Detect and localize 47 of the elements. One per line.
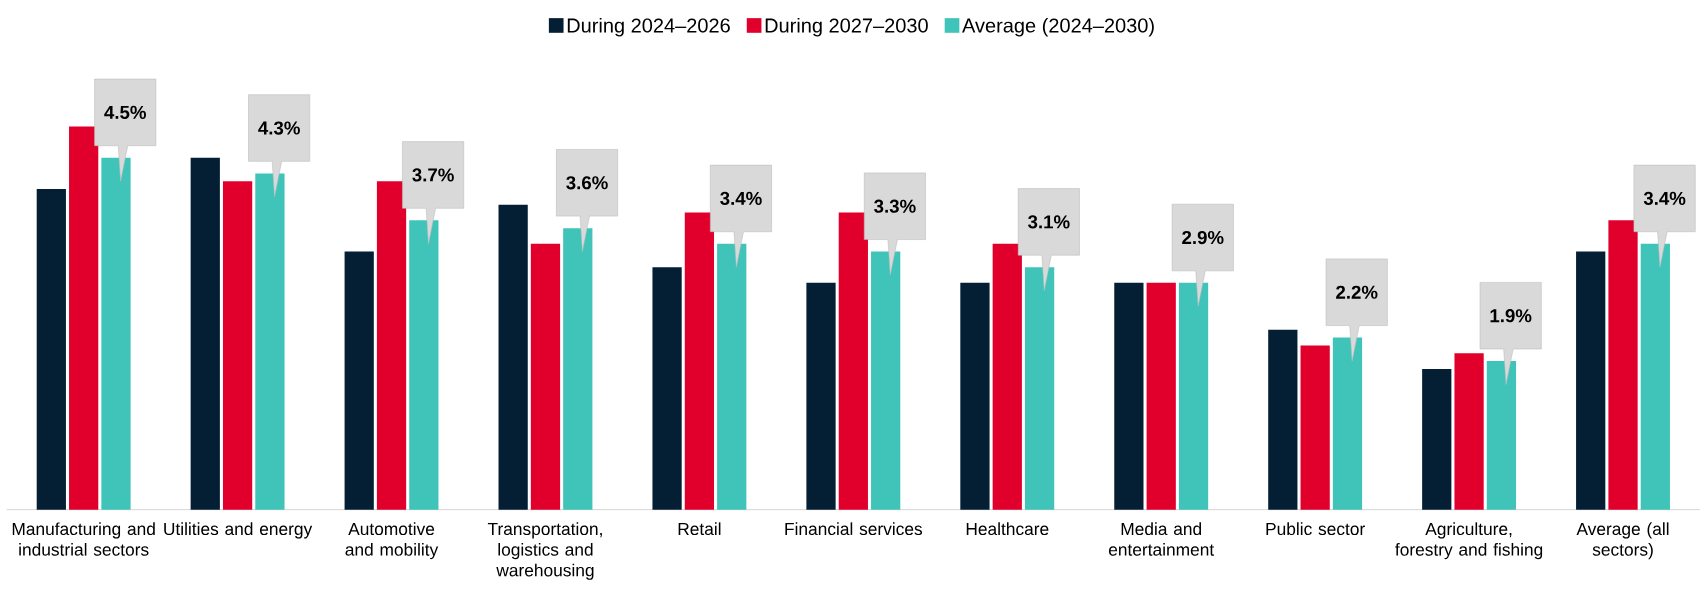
data-label: 2.9% (1182, 230, 1224, 245)
data-label: 3.6% (566, 176, 608, 190)
data-label: 1.9% (1490, 309, 1532, 323)
bar (376, 181, 407, 510)
data-label: 3.4% (720, 191, 762, 206)
bar (498, 204, 528, 510)
data-label: 2.2% (1336, 285, 1378, 299)
data-label: 3.3% (874, 199, 916, 213)
bar (960, 282, 990, 510)
bar (69, 126, 99, 510)
bar (652, 267, 682, 510)
x-tick-label: Healthcare (966, 522, 1049, 536)
bar (36, 189, 66, 510)
x-tick-label: Manufacturing and industrial sectors (12, 522, 155, 556)
bar (1576, 251, 1606, 510)
bar (1146, 282, 1176, 510)
x-tick-label: Retail (678, 522, 721, 536)
bar (1454, 353, 1484, 510)
bar (806, 282, 836, 510)
data-label: 4.5% (104, 105, 146, 119)
bar (838, 212, 868, 510)
x-tick-label: Media and entertainment (1108, 522, 1215, 556)
x-tick-label: Agriculture, forestry and fishing (1395, 522, 1543, 560)
bar (1268, 329, 1298, 510)
x-tick-label: Financial services (785, 522, 923, 536)
x-tick-label: Transportation, logistics and warehousing (487, 522, 602, 580)
bar (992, 243, 1022, 510)
bar (344, 251, 374, 510)
data-label: 4.3% (258, 121, 300, 135)
bar (1114, 282, 1144, 510)
bar (190, 157, 220, 510)
data-label: 3.4% (1643, 191, 1686, 206)
bar (1608, 220, 1638, 510)
legend-label: During 2024–2026 (567, 17, 730, 37)
bar (222, 181, 253, 510)
x-tick-label: Average (all sectors) (1576, 522, 1669, 560)
data-label: 3.7% (412, 168, 454, 182)
bar (1300, 345, 1330, 510)
legend-label: During 2027–2030 (765, 17, 928, 37)
bar (684, 212, 715, 510)
x-tick-label: Public sector (1266, 522, 1365, 536)
bar (1422, 368, 1452, 510)
legend-label: Average (2024–2030) (962, 17, 1154, 37)
data-label: 3.1% (1027, 215, 1070, 229)
x-tick-label: Utilities and energy (164, 522, 313, 539)
bar (530, 243, 561, 510)
x-tick-label: Automotive and mobility (345, 522, 439, 560)
